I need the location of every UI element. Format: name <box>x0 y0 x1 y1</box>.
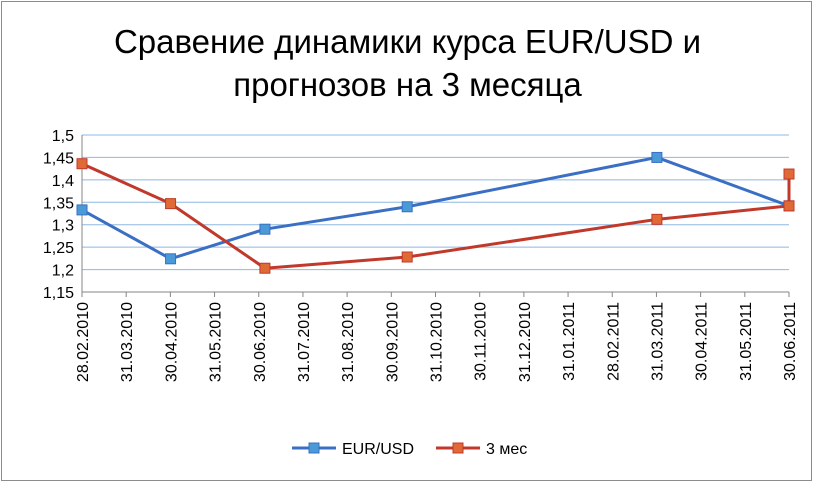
y-tick-label: 1,35 <box>43 195 74 212</box>
chart-title-line-1: Сравение динамики курса EUR/USD и <box>113 23 702 60</box>
x-tick-label: 31.05.2010 <box>208 302 225 382</box>
series-1-marker <box>259 223 271 235</box>
legend-marker-2 <box>452 442 464 454</box>
y-tick-label: 1,5 <box>52 128 74 145</box>
y-tick-label: 1,15 <box>43 285 74 302</box>
series-1-marker <box>165 253 177 265</box>
series-line-1 <box>81 155 790 261</box>
x-tick-label: 30.09.2010 <box>384 302 401 382</box>
series-2-marker <box>76 158 88 170</box>
y-tick-label: 1,2 <box>52 263 74 280</box>
chart-title: Сравение динамики курса EUR/USD и прогно… <box>0 20 815 106</box>
y-tick-label: 1,25 <box>43 240 74 257</box>
x-tick-label: 30.04.2011 <box>694 302 711 381</box>
series-1-marker <box>651 151 663 163</box>
x-tick-label: 30.06.2010 <box>252 302 269 382</box>
series-2-marker <box>401 251 413 263</box>
x-tick-label: 31.07.2010 <box>296 302 313 382</box>
series-2-marker <box>783 200 795 212</box>
x-tick-label: 31.10.2010 <box>429 302 446 382</box>
y-tick-label: 1,3 <box>52 218 74 235</box>
x-tick-label: 31.01.2011 <box>561 302 578 381</box>
series-2-marker <box>783 168 795 180</box>
series-2-marker <box>165 198 177 210</box>
series-1-marker <box>76 204 88 216</box>
chart-title-line-2: прогнозов на 3 месяца <box>233 66 582 103</box>
x-tick-label: 31.03.2010 <box>119 302 136 382</box>
y-tick-label: 1,4 <box>52 173 74 190</box>
x-tick-label: 30.06.2011 <box>782 302 799 381</box>
series-2-marker <box>651 213 663 225</box>
y-tick-label: 1,45 <box>43 150 74 167</box>
series-1-marker <box>401 201 413 213</box>
x-tick-label: 31.08.2010 <box>340 302 357 382</box>
x-tick-label: 28.02.2011 <box>605 302 622 381</box>
x-tick-label: 30.04.2010 <box>163 302 180 382</box>
legend-marker-1 <box>308 442 320 454</box>
series-2-marker <box>259 262 271 274</box>
x-tick-label: 31.12.2010 <box>517 302 534 382</box>
legend-label-1: EUR/USD <box>342 441 414 458</box>
x-tick-label: 31.05.2011 <box>738 302 755 381</box>
x-tick-label: 28.02.2010 <box>75 302 92 382</box>
legend-label-2: 3 мес <box>486 441 527 458</box>
x-tick-label: 30.11.2010 <box>473 302 490 381</box>
x-tick-label: 31.03.2011 <box>649 302 666 381</box>
